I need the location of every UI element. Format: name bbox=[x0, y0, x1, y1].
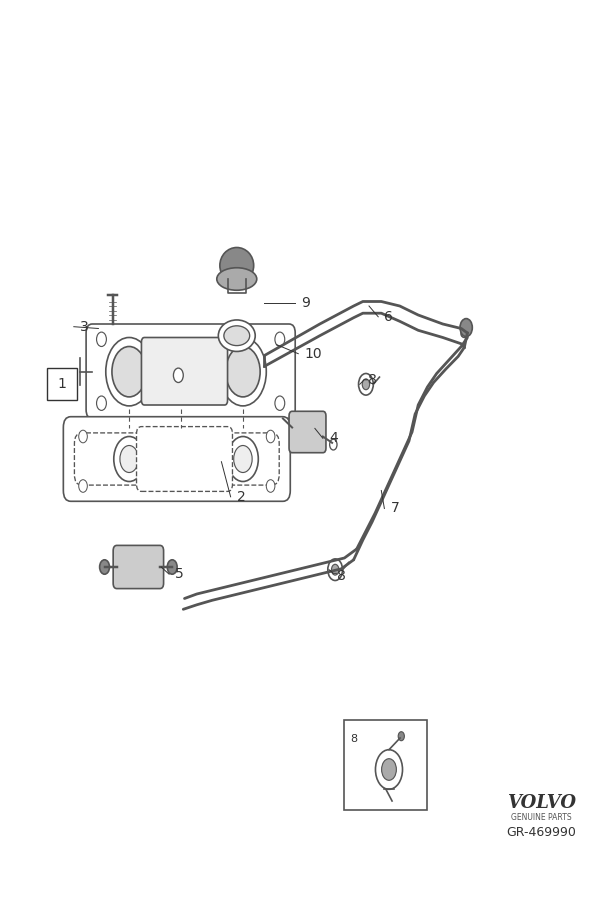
Text: 7: 7 bbox=[391, 501, 399, 516]
FancyBboxPatch shape bbox=[74, 433, 279, 485]
Circle shape bbox=[460, 319, 472, 337]
Ellipse shape bbox=[220, 248, 253, 284]
FancyBboxPatch shape bbox=[113, 545, 164, 589]
Circle shape bbox=[399, 732, 405, 741]
Circle shape bbox=[112, 346, 146, 397]
Circle shape bbox=[275, 396, 285, 410]
Text: 6: 6 bbox=[384, 310, 393, 324]
FancyBboxPatch shape bbox=[47, 368, 77, 400]
Text: GENUINE PARTS: GENUINE PARTS bbox=[511, 813, 571, 822]
Circle shape bbox=[167, 560, 177, 574]
Circle shape bbox=[362, 379, 370, 390]
Text: 8: 8 bbox=[337, 569, 346, 583]
Circle shape bbox=[173, 368, 183, 382]
Circle shape bbox=[120, 446, 138, 472]
Text: 9: 9 bbox=[301, 296, 310, 310]
Circle shape bbox=[331, 564, 339, 575]
Circle shape bbox=[228, 436, 258, 482]
Bar bbox=[344, 720, 427, 810]
Text: GR-469990: GR-469990 bbox=[506, 826, 576, 839]
Circle shape bbox=[106, 338, 153, 406]
Circle shape bbox=[79, 430, 87, 443]
Circle shape bbox=[275, 332, 285, 347]
Circle shape bbox=[220, 338, 266, 406]
Text: 3: 3 bbox=[80, 320, 89, 334]
Text: 5: 5 bbox=[175, 567, 184, 581]
Text: 8: 8 bbox=[351, 734, 358, 743]
Circle shape bbox=[266, 480, 275, 492]
Circle shape bbox=[375, 750, 402, 789]
Circle shape bbox=[79, 480, 87, 492]
Circle shape bbox=[100, 560, 109, 574]
Circle shape bbox=[97, 396, 106, 410]
Circle shape bbox=[226, 346, 260, 397]
FancyBboxPatch shape bbox=[141, 338, 228, 405]
Ellipse shape bbox=[461, 325, 471, 338]
FancyBboxPatch shape bbox=[137, 427, 232, 491]
Circle shape bbox=[97, 332, 106, 347]
Text: VOLVO: VOLVO bbox=[507, 794, 576, 812]
Text: 8: 8 bbox=[368, 373, 376, 387]
Ellipse shape bbox=[216, 268, 257, 290]
FancyBboxPatch shape bbox=[63, 417, 290, 501]
Circle shape bbox=[266, 430, 275, 443]
Text: 10: 10 bbox=[304, 346, 322, 361]
Text: 1: 1 bbox=[58, 377, 66, 392]
Circle shape bbox=[234, 446, 252, 472]
Circle shape bbox=[114, 436, 145, 482]
Circle shape bbox=[359, 374, 373, 395]
FancyBboxPatch shape bbox=[86, 324, 295, 418]
Circle shape bbox=[381, 759, 396, 780]
FancyBboxPatch shape bbox=[289, 411, 326, 453]
Circle shape bbox=[330, 439, 337, 450]
Ellipse shape bbox=[224, 326, 250, 346]
Text: 4: 4 bbox=[329, 431, 338, 446]
Circle shape bbox=[328, 559, 343, 580]
Text: 2: 2 bbox=[237, 490, 245, 504]
Ellipse shape bbox=[218, 320, 255, 352]
